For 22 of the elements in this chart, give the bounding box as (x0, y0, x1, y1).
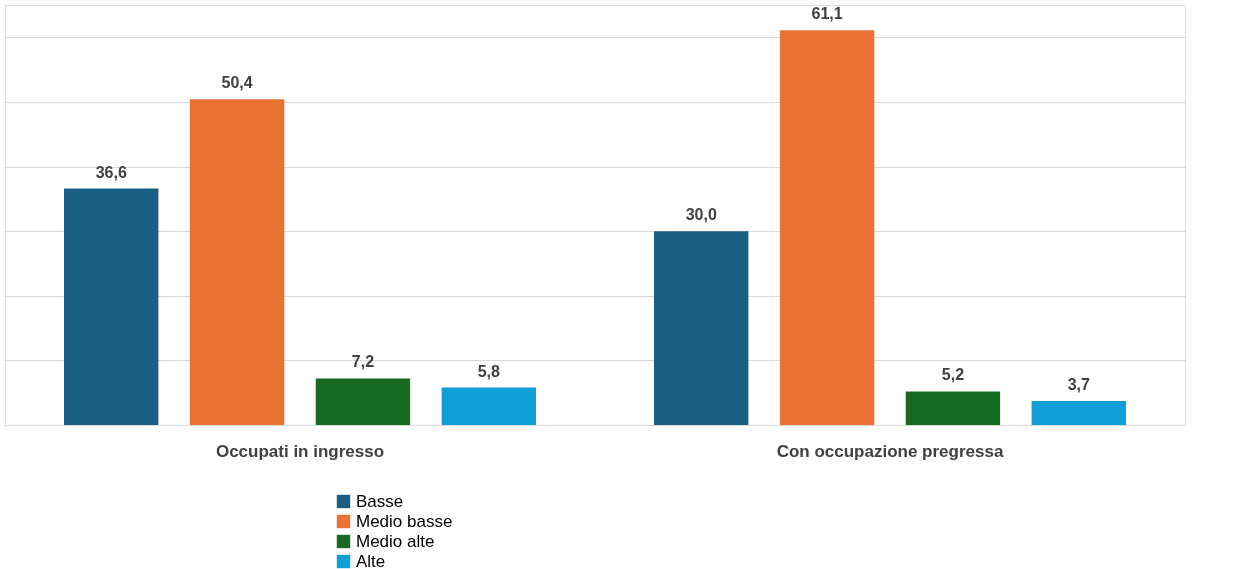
bar (64, 188, 159, 425)
bar (779, 30, 875, 425)
data-label: 5,8 (477, 362, 501, 380)
data-label: 7,2 (351, 353, 375, 371)
x-tick-label: Occupati in ingresso (215, 441, 385, 461)
bar (905, 391, 1001, 425)
legend-label: Medio basse (356, 511, 453, 531)
x-tick-label: Con occupazione pregressa (776, 441, 1004, 461)
data-label: 30,0 (685, 206, 717, 224)
data-label: 5,2 (941, 366, 965, 384)
bar (654, 231, 749, 425)
bar (1031, 401, 1126, 425)
bar (189, 99, 285, 425)
legend-label: Alte (356, 551, 386, 569)
legend-label: Basse (356, 491, 404, 511)
data-label: 3,7 (1067, 376, 1091, 394)
data-label: 50,4 (221, 74, 253, 92)
data-label: 61,1 (811, 5, 843, 23)
bar (441, 387, 536, 425)
data-label: 36,6 (95, 163, 127, 181)
bar (315, 378, 411, 425)
legend-label: Medio alte (356, 531, 435, 551)
